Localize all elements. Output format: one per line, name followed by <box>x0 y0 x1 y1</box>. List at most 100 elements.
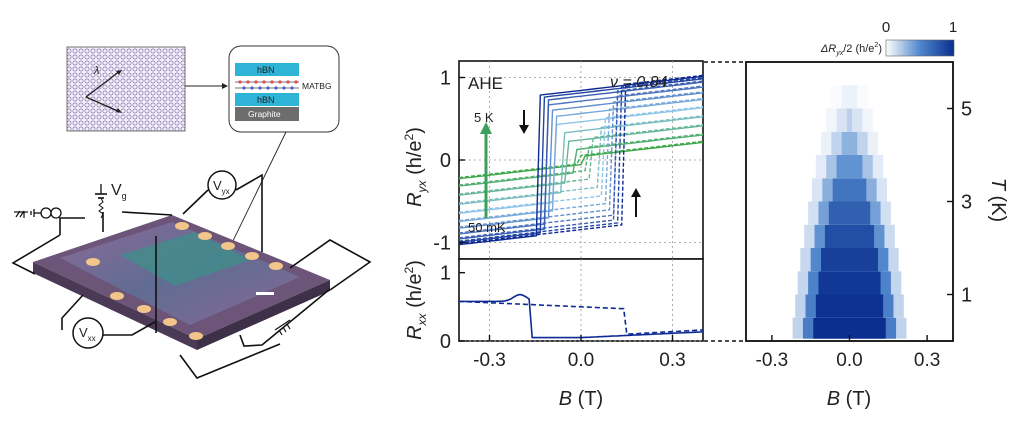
ryx-sweep-up-curve <box>458 77 704 242</box>
b-axis-label: B (T) <box>559 388 603 410</box>
contact-pads <box>86 222 283 340</box>
device-substrate-side <box>197 280 330 350</box>
vyx-voltmeter-label: Vyx <box>213 178 230 196</box>
graphite-layer <box>235 107 299 121</box>
ryx-sweep-down-curve <box>458 81 704 240</box>
ryx-sweep-up-curve <box>458 124 704 195</box>
ryx-ytick-label: 1 <box>440 68 451 90</box>
matbg-label: MATBG <box>302 81 332 91</box>
colorbar <box>885 39 955 57</box>
ryx-sweep-down-curve <box>458 107 704 214</box>
circuit-wires <box>11 173 372 379</box>
heatmap-ytick-label: 3 <box>961 192 972 214</box>
ryx-curves <box>458 74 704 246</box>
sweep-up-arrow-head <box>631 188 641 197</box>
ryx-sweep-down-curve <box>458 98 704 223</box>
matbg-layer <box>235 80 299 90</box>
ryx-ytick-label: -1 <box>433 233 451 255</box>
ryx-sweep-up-curve <box>458 140 704 179</box>
ryx-ytick-label: 0 <box>440 150 451 172</box>
heatmap-ytick-label: 5 <box>961 99 972 121</box>
inset-connector-head <box>222 83 228 89</box>
heatmap-xtick-label: 0.3 <box>914 350 940 371</box>
ryx-sweep-down-curve <box>458 125 704 196</box>
heatmap-cells <box>792 85 907 339</box>
colorbar-min-label: 0 <box>882 19 890 36</box>
b-axis-ticks: -0.3 0.0 0.3 <box>473 335 686 371</box>
ryx-grid <box>459 61 703 259</box>
heatmap-cell-core <box>832 178 867 202</box>
vxx-voltmeter-label: Vxx <box>79 325 96 343</box>
heatmap-cell-mid <box>841 85 858 109</box>
moire-pattern-inset <box>66 46 186 132</box>
scale-bar <box>256 292 274 295</box>
vxx-voltmeter-icon <box>72 317 104 349</box>
rxx-panel: 10 Rxx (h/e2) -0.3 0.0 0.3 B (T) <box>402 258 704 410</box>
ryx-sweep-up-curve <box>458 133 704 186</box>
b-axis-tick-label: -0.3 <box>473 350 506 371</box>
ryx-sweep-up-curve <box>458 115 704 204</box>
heatmap-cell-core <box>846 108 853 132</box>
ryx-sweep-down-curve <box>458 75 704 246</box>
ryx-sweep-up-curve <box>458 80 704 239</box>
heatmap-ytick-label: 1 <box>961 285 972 307</box>
ryx-sweep-up-curve <box>458 97 704 222</box>
rxx-ytick-label: 0 <box>440 331 451 353</box>
ryx-sweep-down-curve <box>458 116 704 205</box>
heatmap-yticks: 5 3 1 <box>947 99 972 307</box>
temperature-axis-label: T (K) <box>987 178 1009 222</box>
heatmap-cell-core <box>828 201 871 225</box>
moire-wavelength-arrows <box>85 70 121 113</box>
ryx-yticks: 1 0 -1 <box>433 68 465 255</box>
ryx-sweep-up-curve <box>458 74 704 245</box>
rxx-ylabel: Rxx (h/e2) <box>402 260 429 340</box>
colorbar-title: ΔRyx/2 (h/e2) <box>820 42 882 57</box>
top-hbn-label: hBN <box>257 65 275 75</box>
vyx-voltmeter-icon <box>207 170 237 200</box>
colorbar-max-label: 1 <box>949 19 957 36</box>
ryx-sweep-up-curve <box>458 91 704 228</box>
gate-voltage-source-icon <box>95 184 107 219</box>
bottom-hbn-label: hBN <box>257 95 275 105</box>
ryx-sweep-up-curve <box>458 85 704 234</box>
b-axis-tick-label: 0.3 <box>659 350 685 371</box>
heatmap-cell-core <box>824 224 875 248</box>
ryx-panel: AHE ν = 0.84 5 K 50 mK 1 0 -1 Ryx (h/e2) <box>402 60 704 260</box>
ryx-sweep-up-curve <box>458 106 704 213</box>
heatmap-cell-core <box>813 317 886 339</box>
temp-low-label: 50 mK <box>468 220 506 235</box>
moire-wavelength-label: λ <box>93 65 99 77</box>
ground-icon <box>14 210 291 336</box>
device-schematic: λ hBN MATBG hBN Graphite <box>11 45 372 379</box>
heatmap-cell-core <box>818 271 881 295</box>
temp-high-label: 5 K <box>474 110 494 125</box>
heatmap-xtick-label: 0.0 <box>836 350 862 371</box>
current-source-icon <box>30 207 62 219</box>
ryx-sweep-down-curve <box>458 134 704 187</box>
heatmap-cell-core <box>821 248 878 272</box>
ryx-sweep-down-curve <box>458 92 704 229</box>
rxx-yticks: 10 <box>440 263 465 353</box>
heatmap-cell-core <box>841 131 858 155</box>
rxx-sweep-up-curve <box>458 300 704 336</box>
heatmap-xticks: -0.3 0.0 0.3 <box>756 335 940 371</box>
heatmap-cell-core <box>836 155 863 179</box>
heatmap-b-label: B (T) <box>827 388 871 410</box>
heatmap-cell-core <box>815 294 884 318</box>
temperature-arrow-head <box>480 122 492 134</box>
ryx-ylabel: Ryx (h/e2) <box>402 127 429 207</box>
b-axis-tick-label: 0.0 <box>568 350 594 371</box>
bottom-hbn-layer <box>235 93 299 106</box>
ryx-sweep-down-curve <box>458 86 704 235</box>
ryx-sweep-down-curve <box>458 78 704 243</box>
heatmap-panel: 5 3 1 -0.3 0.0 0.3 T (K) B (T) 0 1 ΔRyx/2 (h… <box>745 19 1009 410</box>
sweep-down-arrow-head <box>519 125 529 134</box>
gate-voltage-label: Vg <box>111 182 127 201</box>
filling-factor-label: ν = 0.84 <box>610 74 667 91</box>
device-hallbar <box>120 232 250 286</box>
heatmap-xtick-label: -0.3 <box>756 350 789 371</box>
top-hbn-layer <box>235 63 299 76</box>
ahe-tag: AHE <box>468 74 503 93</box>
graphite-label: Graphite <box>248 109 281 119</box>
